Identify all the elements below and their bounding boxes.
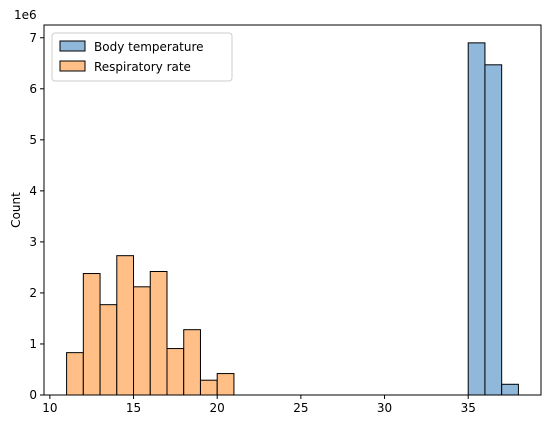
y-tick-label: 7: [29, 31, 37, 45]
legend-box: [51, 32, 233, 82]
legend-swatch: [59, 40, 86, 52]
x-tick-label: 30: [377, 401, 392, 415]
bar-respiratory-rate: [82, 273, 101, 396]
legend: Body temperature Respiratory rate: [51, 32, 233, 82]
y-tick-label: 1: [29, 337, 37, 351]
bar-respiratory-rate: [183, 329, 201, 396]
legend-label: Respiratory rate: [94, 60, 191, 74]
bar-respiratory-rate: [216, 373, 235, 396]
y-tick-label: 3: [29, 235, 37, 249]
bar-respiratory-rate: [116, 255, 135, 396]
x-axis: 10 15 20 25 30 35: [42, 395, 476, 415]
y-offset-label: 1e6: [14, 8, 37, 22]
legend-label: Body temperature: [94, 40, 204, 54]
y-tick-label: 5: [29, 133, 37, 147]
x-tick-label: 25: [293, 401, 308, 415]
x-tick-label: 15: [126, 401, 141, 415]
legend-swatch: [59, 60, 86, 72]
y-axis: 0 1 2 3 4 5 6 7: [29, 31, 44, 402]
y-tick-label: 6: [29, 82, 37, 96]
bars-layer: [66, 42, 519, 396]
y-tick-label: 4: [29, 184, 37, 198]
y-tick-label: 2: [29, 286, 37, 300]
bar-body-temperature: [501, 383, 519, 396]
bar-respiratory-rate: [199, 379, 218, 396]
plot-frame: [43, 24, 542, 396]
bar-body-temperature: [467, 42, 486, 396]
y-axis-label: Count: [9, 192, 23, 228]
bar-body-temperature: [484, 64, 503, 396]
bar-respiratory-rate: [166, 348, 185, 396]
bar-respiratory-rate: [66, 352, 84, 396]
bar-respiratory-rate: [99, 304, 118, 396]
x-tick-label: 10: [42, 401, 57, 415]
y-tick-label: 0: [29, 388, 37, 402]
bar-respiratory-rate: [149, 270, 168, 396]
x-tick-label: 35: [461, 401, 476, 415]
x-tick-label: 20: [210, 401, 225, 415]
bar-respiratory-rate: [133, 286, 151, 396]
